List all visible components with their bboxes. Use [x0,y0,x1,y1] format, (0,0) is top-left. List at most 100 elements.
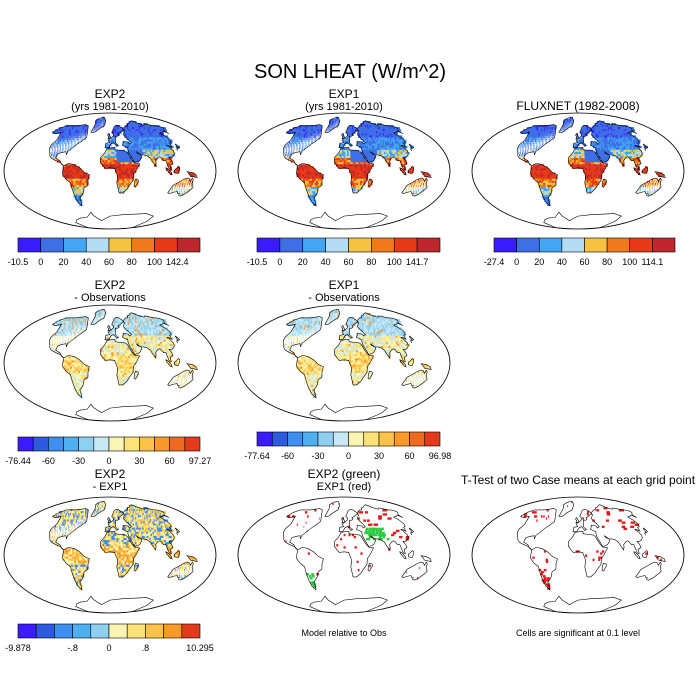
grid-cell [603,160,606,163]
grid-cell [634,153,638,157]
grid-cell [306,176,309,180]
grid-cell [549,186,553,190]
grid-cell [150,153,154,157]
grid-cell [104,162,107,165]
grid-cell [586,184,589,188]
grid-cell [74,321,77,324]
grid-cell [597,180,600,184]
grid-cell [165,160,169,163]
grid-cell [570,156,573,159]
grid-cell [300,174,303,178]
grid-cell [590,176,593,180]
grid-cell [581,137,584,140]
grid-cell [593,182,596,186]
grid-cell [67,323,70,326]
grid-cell [616,151,620,155]
grid-cell [309,137,311,140]
coastline-europe [572,124,593,149]
grid-cell [73,174,77,178]
grid-cell [66,147,68,151]
grid-cell [579,149,582,153]
grid-cell [78,191,81,194]
grid-cell [102,118,104,122]
grid-cell [563,127,565,130]
grid-cell [645,184,646,188]
grid-cell [58,139,60,143]
grid-cell [539,180,542,184]
grid-cell [352,172,356,176]
grid-cell [598,174,601,178]
grid-cell [66,137,68,140]
grid-cell [67,149,68,153]
grid-cell [360,170,363,173]
grid-cell [564,120,566,124]
grid-cell [75,323,77,326]
grid-cell [120,184,123,188]
grid-cell [296,133,299,136]
grid-cell [579,160,582,163]
grid-cell [581,135,584,138]
grid-cell [73,329,74,332]
grid-cell [411,186,413,190]
grid-cell [402,147,407,151]
panel-subtitle: - Observations [74,292,146,304]
colorbar-swatch [108,237,133,253]
grid-cell [284,145,286,149]
grid-cell [80,321,83,324]
grid-cell [72,178,76,182]
grid-cell [344,137,347,140]
grid-cell [105,158,109,161]
grid-cell [630,153,635,157]
grid-cell [73,170,77,173]
grid-cell [122,162,125,165]
grid-cell [611,149,616,153]
grid-cell [295,135,298,138]
grid-cell [542,139,543,143]
grid-cell [81,178,85,182]
grid-cell [577,139,580,143]
grid-cell [594,176,597,180]
grid-cell [539,137,541,140]
grid-cell [305,137,307,140]
grid-cell [313,127,316,130]
grid-cell [575,149,578,153]
grid-cell [647,186,648,190]
grid-cell [343,147,346,151]
grid-cell [597,162,601,165]
grid-cell [73,189,77,192]
grid-cell [357,156,361,159]
grid-cell [307,129,310,132]
grid-cell [317,176,320,180]
grid-cell [598,143,602,147]
grid-cell [104,160,107,163]
grid-cell [75,133,77,136]
grid-cell [367,143,371,147]
grid-cell [148,156,152,159]
grid-cell [107,158,110,161]
grid-cell [130,141,134,145]
grid-cell [368,182,371,186]
grid-cell [646,182,648,186]
grid-cell [543,131,545,134]
grid-cell [294,145,295,149]
grid-cell [112,329,115,332]
grid-cell [298,168,301,171]
grid-cell [525,145,526,149]
grid-cell [97,312,99,316]
grid-cell [113,329,116,332]
grid-cell [606,147,610,151]
grid-cell [537,180,541,184]
grid-cell [83,127,86,130]
grid-cell [130,170,133,173]
grid-cell [177,170,180,173]
grid-cell [81,133,83,136]
coastline-madagascar [601,179,607,188]
grid-cell [94,125,96,128]
grid-cell [64,139,66,143]
grid-cell [82,184,86,188]
grid-cell [582,149,585,153]
grid-cell [62,139,64,143]
grid-cell [303,139,305,143]
grid-cell [581,164,584,167]
grid-cell [531,135,533,138]
